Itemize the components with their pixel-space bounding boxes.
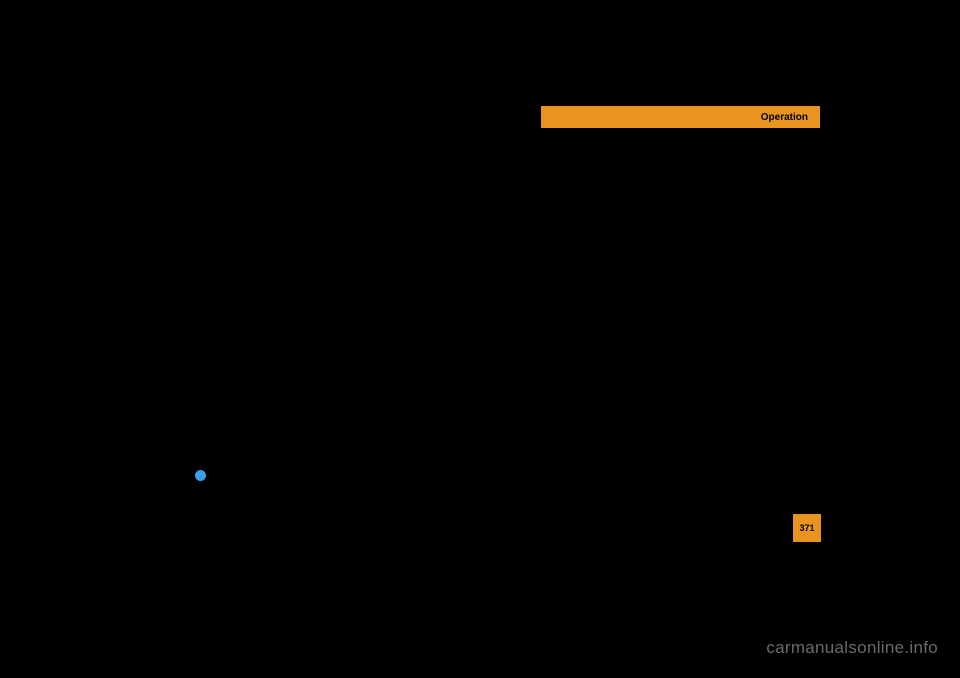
bullet-icon — [195, 470, 206, 481]
header-label: Operation — [761, 112, 808, 123]
page-number-badge: 371 — [793, 514, 821, 542]
watermark-text: carmanualsonline.info — [766, 638, 938, 658]
page-number: 371 — [799, 523, 814, 533]
header-bar: Operation — [541, 106, 820, 128]
